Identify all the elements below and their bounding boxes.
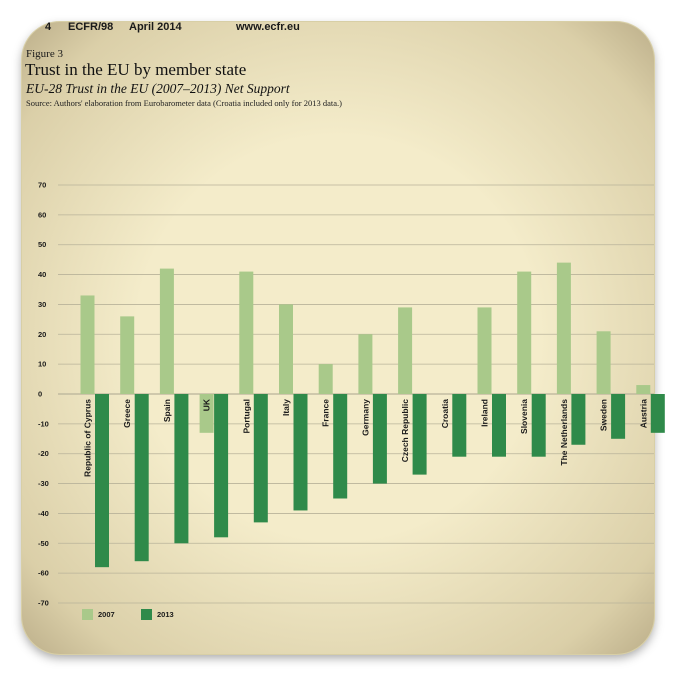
y-tick-label: -50 (38, 539, 49, 548)
bar-2007 (318, 364, 333, 394)
bar-2013 (531, 394, 546, 457)
bar-2013 (95, 394, 109, 568)
y-tick-label: 0 (38, 390, 42, 399)
bar-2013 (253, 394, 268, 523)
bar-2007 (159, 268, 174, 394)
y-tick-label: 50 (38, 240, 46, 249)
category-label: France (321, 399, 331, 427)
bar-2007 (279, 304, 293, 394)
bar-2007 (636, 385, 651, 394)
y-tick-label: 70 (38, 181, 46, 190)
category-label: UK (202, 398, 212, 411)
y-tick-label: -20 (38, 449, 49, 458)
chart-source: Source: Authors' elaboration from Euroba… (26, 98, 342, 108)
y-tick-label: -70 (38, 599, 49, 608)
category-label: Sweden (599, 399, 609, 431)
y-tick-label: -10 (38, 419, 49, 428)
y-tick-label: -40 (38, 509, 49, 518)
bar-2007 (477, 307, 492, 394)
category-label: Republic of Cyprus (83, 399, 93, 477)
category-label: Spain (162, 399, 172, 422)
y-tick-label: -30 (38, 479, 49, 488)
website-link[interactable]: www.ecfr.eu (236, 21, 300, 33)
category-label: Austria (638, 399, 648, 429)
category-label: Ireland (480, 399, 490, 427)
chart-subtitle: EU-28 Trust in the EU (2007–2013) Net Su… (26, 81, 290, 96)
y-tick-label: 30 (38, 300, 46, 309)
bar-2013 (492, 394, 506, 457)
bar-2007 (199, 394, 214, 433)
bar-2007 (358, 334, 373, 394)
category-label: Italy (281, 399, 291, 416)
legend-swatch-2007 (82, 609, 93, 620)
legend-label-2007: 2007 (98, 610, 115, 619)
bar-2007 (517, 271, 532, 394)
chart-title: Trust in the EU by member state (25, 60, 247, 79)
bar-2013 (293, 394, 308, 511)
bar-2013 (174, 394, 189, 544)
bar-2007 (398, 307, 413, 394)
bar-2013 (372, 394, 387, 484)
category-label: Czech Republic (400, 399, 410, 463)
legend-label-2013: 2013 (157, 610, 174, 619)
bar-2013 (412, 394, 427, 475)
bar-2013 (134, 394, 149, 562)
category-label: Portugal (241, 399, 251, 433)
bar-2007 (239, 271, 254, 394)
y-tick-label: 40 (38, 270, 46, 279)
category-label: Greece (122, 399, 132, 428)
bar-2013 (214, 394, 229, 538)
bar-2013 (650, 394, 665, 433)
bar-2007 (596, 331, 611, 394)
y-tick-label: -60 (38, 569, 49, 578)
category-label: Slovenia (519, 399, 529, 434)
y-tick-label: 60 (38, 210, 46, 219)
y-tick-label: 20 (38, 330, 46, 339)
figure-label: Figure 3 (26, 48, 63, 60)
bar-2013 (333, 394, 348, 499)
category-label: Croatia (440, 399, 450, 429)
bar-2007 (556, 262, 571, 394)
bar-2013 (571, 394, 586, 445)
bar-2013 (452, 394, 467, 457)
bar-2007 (120, 316, 135, 394)
publication-date: April 2014 (129, 21, 182, 33)
bar-2007 (80, 295, 95, 394)
page-number: 4 (45, 21, 52, 33)
y-tick-label: 10 (38, 360, 46, 369)
category-label: Germany (360, 399, 370, 436)
legend-swatch-2013 (141, 609, 152, 620)
category-label: The Netherlands (559, 399, 569, 466)
bar-2013 (611, 394, 626, 439)
publication-id: ECFR/98 (68, 21, 114, 33)
